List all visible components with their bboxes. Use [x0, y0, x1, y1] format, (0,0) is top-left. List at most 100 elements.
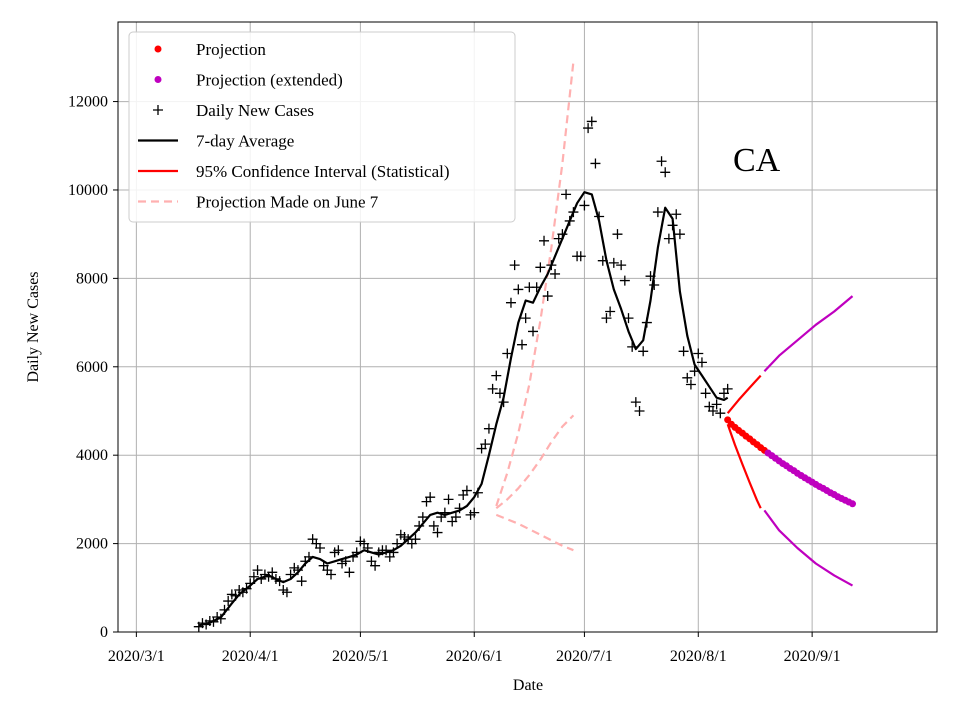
daily-case-marker — [296, 576, 307, 587]
daily-case-marker — [678, 346, 689, 357]
daily-case-marker — [542, 291, 553, 302]
daily-case-marker — [557, 229, 568, 240]
legend: Projection Projection (extended) Daily New… — [128, 31, 516, 223]
7-day-average-line — [198, 191, 729, 627]
legend-dot-icon — [154, 76, 162, 83]
projection-extended-point — [849, 500, 857, 508]
daily-case-marker — [509, 260, 520, 271]
daily-case-marker — [245, 578, 256, 589]
daily-case-marker — [351, 547, 362, 558]
daily-case-marker — [491, 370, 502, 381]
legend-plus-icon — [153, 105, 163, 115]
daily-case-marker — [707, 405, 718, 416]
daily-case-marker — [634, 405, 645, 416]
daily-case-marker — [381, 545, 392, 556]
daily-case-marker — [480, 439, 491, 450]
daily-case-marker — [414, 520, 425, 531]
daily-case-marker — [461, 485, 472, 496]
daily-case-marker — [362, 543, 373, 554]
daily-case-marker — [660, 167, 671, 178]
daily-case-marker — [612, 229, 623, 240]
daily-case-marker — [392, 538, 403, 549]
daily-case-marker — [575, 251, 586, 262]
daily-case-marker — [314, 543, 325, 554]
legend-item-95-confidence-interval-statistical: 95% Confidence Interval (Statistical) — [138, 162, 450, 181]
daily-case-marker — [652, 207, 663, 218]
legend-label: Daily New Cases — [196, 101, 314, 120]
daily-case-marker — [594, 211, 605, 222]
daily-case-marker — [274, 576, 285, 587]
daily-case-marker — [700, 388, 711, 399]
daily-case-marker — [693, 348, 704, 359]
daily-case-marker — [443, 494, 454, 505]
daily-case-marker — [252, 565, 263, 576]
daily-case-marker — [425, 492, 436, 503]
daily-case-marker — [627, 341, 638, 352]
daily-case-marker — [505, 297, 516, 308]
daily-case-marker — [483, 423, 494, 434]
y-tick-label: 6000 — [76, 359, 108, 376]
95-ci-lower-line — [726, 423, 762, 509]
daily-case-marker — [535, 262, 546, 273]
projection-made-on-june-7-upper-line — [495, 61, 575, 507]
y-tick-label: 2000 — [76, 536, 108, 553]
plot-frame — [117, 21, 938, 633]
daily-case-marker — [696, 357, 707, 368]
daily-case-marker — [605, 306, 616, 317]
y-tick-label: 10000 — [68, 182, 108, 199]
legend-item-7-day-average: 7-day Average — [138, 132, 294, 151]
daily-case-marker — [513, 284, 524, 295]
daily-case-marker — [682, 372, 693, 383]
daily-case-marker — [630, 397, 641, 408]
daily-case-marker — [326, 569, 337, 580]
y-tick-label: 8000 — [76, 270, 108, 287]
daily-case-marker — [564, 215, 575, 226]
daily-case-marker — [267, 567, 278, 578]
legend-label: 95% Confidence Interval (Statistical) — [196, 162, 450, 181]
daily-case-marker — [623, 313, 634, 324]
legend-item-projection-extended: Projection (extended) — [154, 71, 343, 90]
projection-made-on-june-7-lower-line — [495, 513, 574, 552]
legend-item-projection: Projection — [154, 40, 266, 59]
y-tick-label: 12000 — [68, 94, 108, 111]
y-tick-label: 0 — [100, 624, 108, 641]
daily-case-marker — [590, 158, 601, 169]
daily-case-marker — [333, 545, 344, 556]
daily-case-marker — [586, 116, 597, 127]
daily-case-marker — [454, 503, 465, 514]
daily-case-marker — [656, 156, 667, 167]
95-ci-upper-line — [726, 374, 762, 414]
x-tick-label: 2020/4/1 — [222, 648, 279, 665]
daily-case-marker — [498, 397, 509, 408]
daily-case-marker — [641, 317, 652, 328]
state-annotation: CA — [733, 142, 781, 179]
daily-case-marker — [671, 209, 682, 220]
x-tick-label: 2020/6/1 — [446, 648, 503, 665]
legend-item-daily-new-cases: Daily New Cases — [153, 101, 314, 120]
daily-case-marker — [472, 487, 483, 498]
daily-case-marker — [649, 280, 660, 291]
x-axis-label: Date — [513, 677, 543, 694]
x-tick-label: 2020/3/1 — [108, 648, 165, 665]
daily-case-marker — [370, 560, 381, 571]
daily-case-marker — [428, 520, 439, 531]
daily-case-marker — [597, 255, 608, 266]
daily-case-marker — [502, 348, 513, 359]
daily-case-marker — [432, 527, 443, 538]
daily-case-marker — [667, 220, 678, 231]
daily-case-marker — [550, 268, 561, 279]
plot-area — [193, 61, 857, 632]
legend-box — [128, 31, 516, 223]
daily-case-marker — [722, 383, 733, 394]
legend-item-projection-made-on-june-7: Projection Made on June 7 — [138, 193, 379, 212]
daily-case-marker — [516, 339, 527, 350]
legend-label: Projection (extended) — [196, 71, 343, 90]
x-tick-label: 2020/7/1 — [556, 648, 613, 665]
axis-ticks: 2020/3/1 2020/4/1 2020/5/1 2020/6/1 2020/7/1… — [68, 94, 841, 665]
daily-case-marker — [292, 565, 303, 576]
daily-case-marker — [223, 596, 234, 607]
x-tick-label: 2020/5/1 — [332, 648, 389, 665]
daily-case-marker — [520, 313, 531, 324]
95-ci-upper-extended-line — [763, 295, 854, 372]
